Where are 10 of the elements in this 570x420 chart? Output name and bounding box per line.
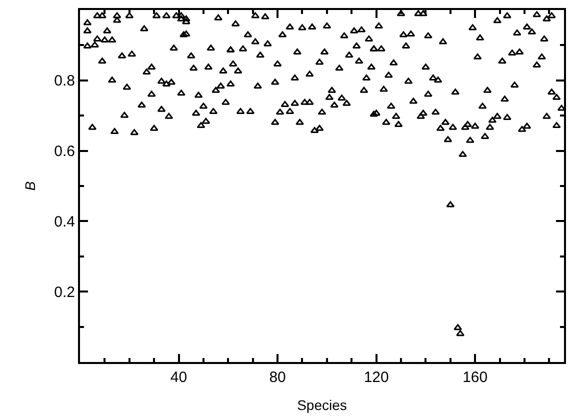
x-tick-label: 160: [462, 369, 488, 386]
y-tick-label: 0.6: [54, 143, 75, 160]
x-axis-title: Species: [297, 396, 347, 413]
x-tick-label: 80: [269, 369, 286, 386]
x-tick-label: 40: [170, 369, 188, 386]
x-tick-label: 120: [364, 369, 389, 386]
y-tick-label: 0.4: [54, 213, 75, 230]
y-tick-label: 0.8: [54, 72, 75, 90]
y-axis-title: B: [22, 181, 38, 191]
y-tick-label: 0.2: [54, 284, 75, 301]
